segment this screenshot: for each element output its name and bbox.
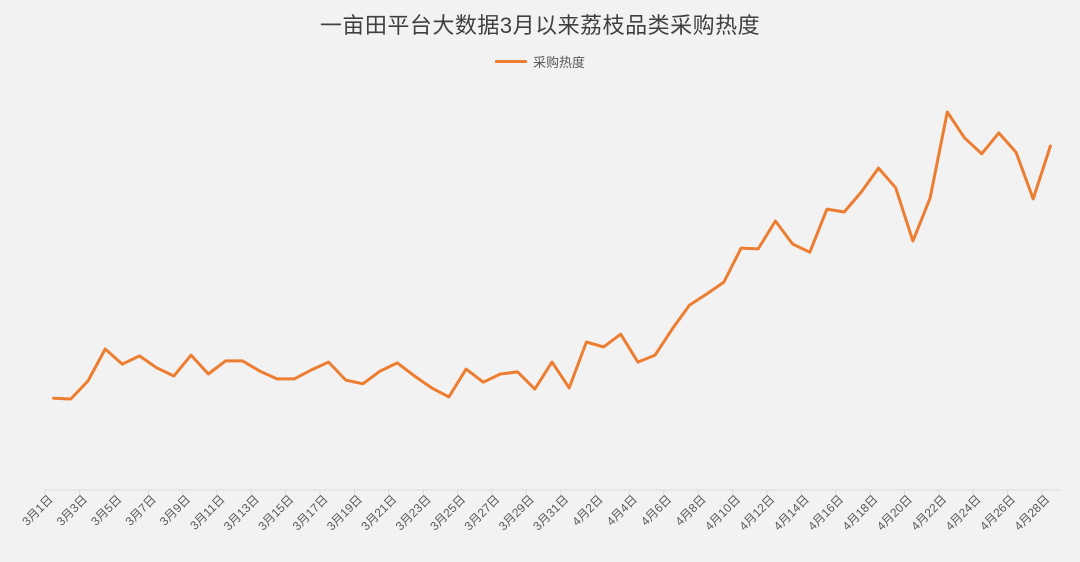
x-tick-label: 3月5日: [88, 492, 124, 528]
x-tick-label: 4月16日: [805, 492, 846, 533]
x-tick-label: 4月14日: [771, 492, 812, 533]
x-tick-label: 4月20日: [874, 492, 915, 533]
chart-title: 一亩田平台大数据3月以来荔枝品类采购热度: [319, 13, 761, 38]
series-line-采购热度: [52, 110, 1052, 401]
x-tick-label: 3月7日: [123, 492, 159, 528]
x-tick-label: 4月6日: [638, 492, 674, 528]
x-tick-label: 4月2日: [569, 492, 605, 528]
x-tick-label: 4月26日: [977, 492, 1018, 533]
legend-label: 采购热度: [532, 55, 585, 70]
legend-swatch: [494, 60, 527, 63]
x-tick-label: 3月31日: [530, 492, 571, 533]
x-tick-label: 4月24日: [943, 492, 984, 533]
x-tick-label: 3月23日: [393, 492, 434, 533]
x-tick-label: 3月3日: [54, 492, 90, 528]
x-tick-label: 4月12日: [737, 492, 778, 533]
x-tick-label: 4月4日: [604, 492, 640, 528]
x-tick-label: 3月15日: [255, 492, 296, 533]
x-tick-label: 4月10日: [702, 492, 743, 533]
x-tick-label: 3月17日: [290, 492, 331, 533]
x-tick-label: 4月18日: [840, 492, 881, 533]
x-tick-label: 3月19日: [324, 492, 365, 533]
x-tick-label: 3月11日: [187, 492, 227, 532]
legend: 采购热度: [0, 52, 1080, 71]
x-tick-label: 4月28日: [1011, 492, 1052, 533]
x-tick-label: 3月27日: [462, 492, 503, 533]
x-tick-label: 3月29日: [496, 492, 537, 533]
x-tick-label: 4月22日: [908, 492, 949, 533]
x-tick-label: 3月1日: [19, 492, 55, 528]
x-tick-label: 3月13日: [221, 492, 262, 533]
x-tick-label: 3月25日: [427, 492, 468, 533]
x-tick-label: 3月21日: [358, 492, 399, 533]
